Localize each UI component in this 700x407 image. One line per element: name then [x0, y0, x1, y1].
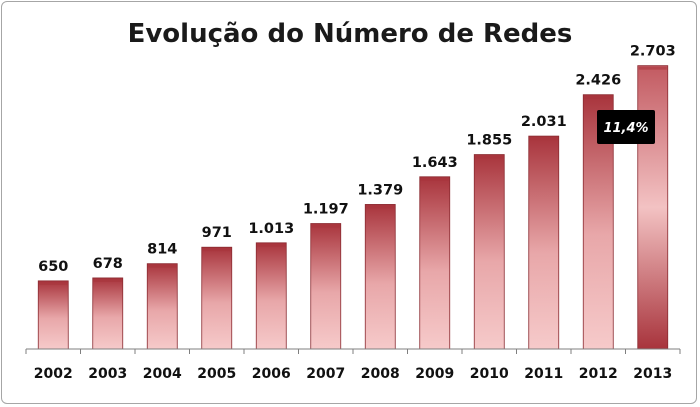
bar-2004 [146, 263, 178, 350]
bar-bevel [366, 205, 395, 209]
data-label-2011: 2.031 [521, 114, 567, 130]
data-label-2009: 1.643 [412, 155, 458, 171]
data-label-2004: 814 [147, 242, 177, 258]
bars-layer: 650 678 814 971 1.013 1.197 1.379 1.643 1.855 2.0… [37, 44, 676, 350]
x-tick-label-2013: 2013 [633, 366, 672, 382]
data-label-2006: 1.013 [248, 221, 294, 237]
bar-bevel [420, 177, 449, 181]
x-tick-label-2010: 2010 [470, 366, 509, 382]
data-label-2008: 1.379 [357, 182, 403, 198]
x-tick-label-2003: 2003 [88, 366, 127, 382]
bar-2006 [255, 242, 287, 350]
bar-bevel [202, 248, 231, 252]
bar-2011 [528, 135, 560, 350]
bar-2003 [92, 277, 124, 350]
data-label-2010: 1.855 [466, 133, 512, 149]
data-label-2005: 971 [202, 225, 232, 241]
x-tick-label-2006: 2006 [252, 366, 291, 382]
bar-bevel [257, 243, 286, 247]
x-axis: 2002 2003 2004 2005 2006 2007 2008 2009 2010 2011… [25, 348, 681, 382]
bar-2007 [310, 223, 342, 350]
bar-bevel [311, 224, 340, 228]
bar-bevel [93, 278, 122, 282]
data-label-2007: 1.197 [303, 202, 349, 218]
data-label-2002: 650 [38, 259, 68, 275]
data-label-2003: 678 [93, 256, 123, 272]
bar-bevel [638, 66, 667, 70]
bar-bevel [529, 137, 558, 141]
bar-bevel [148, 264, 177, 268]
x-tick-label-2011: 2011 [524, 366, 563, 382]
data-label-2013: 2.703 [630, 44, 676, 60]
x-tick-label-2002: 2002 [34, 366, 73, 382]
bar-2008 [364, 204, 396, 350]
bar-bevel [584, 95, 613, 99]
x-tick-label-2009: 2009 [415, 366, 454, 382]
bar-2010 [473, 154, 505, 350]
growth-annotation: 11,4% [597, 110, 655, 144]
data-label-2012: 2.426 [575, 73, 621, 89]
bar-2005 [201, 246, 233, 350]
bar-bevel [475, 155, 504, 159]
bar-2013 [637, 65, 669, 350]
x-tick-label-2005: 2005 [197, 366, 236, 382]
x-tick-label-2004: 2004 [143, 366, 182, 382]
x-tick-label-2008: 2008 [361, 366, 400, 382]
bar-bevel [39, 281, 68, 285]
bar-2009 [419, 176, 451, 350]
growth-annotation-text: 11,4% [603, 121, 648, 136]
growth-annotation-box [597, 110, 655, 144]
chart-title: Evolução do Número de Redes [128, 19, 573, 49]
bar-2002 [37, 280, 69, 350]
x-tick-label-2007: 2007 [306, 366, 345, 382]
x-tick-label-2012: 2012 [579, 366, 618, 382]
